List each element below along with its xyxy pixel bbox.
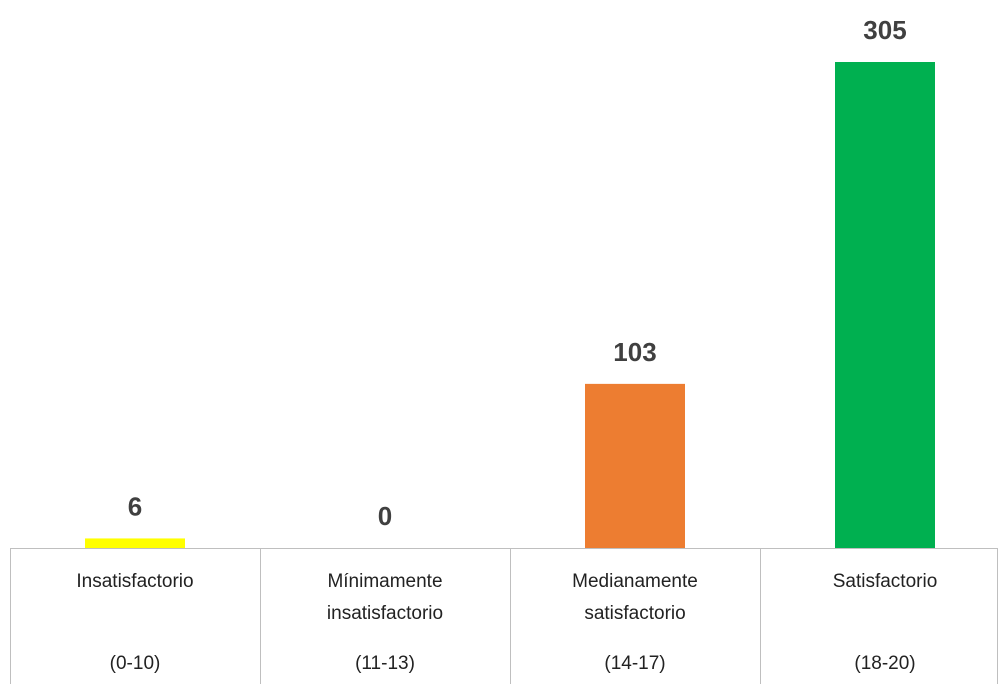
x-tick-label: (14-17) [604,653,665,674]
value-label: 0 [378,501,392,531]
x-tick-label: satisfactorio [584,603,685,624]
bar [585,383,685,548]
x-tick-label: insatisfactorio [327,603,443,624]
value-label: 103 [613,337,656,367]
x-tick-label: (11-13) [355,653,415,674]
x-tick-label: Mínimamente [327,571,442,592]
x-tick-label: (0-10) [110,653,161,674]
bar [835,62,935,548]
bar [85,538,185,548]
value-label: 6 [128,491,142,521]
x-tick-label: (18-20) [854,653,915,674]
value-label: 305 [863,15,906,45]
x-tick-label: Satisfactorio [833,571,938,592]
x-tick-label: Medianamente [572,571,698,592]
x-tick-label: Insatisfactorio [76,571,193,592]
